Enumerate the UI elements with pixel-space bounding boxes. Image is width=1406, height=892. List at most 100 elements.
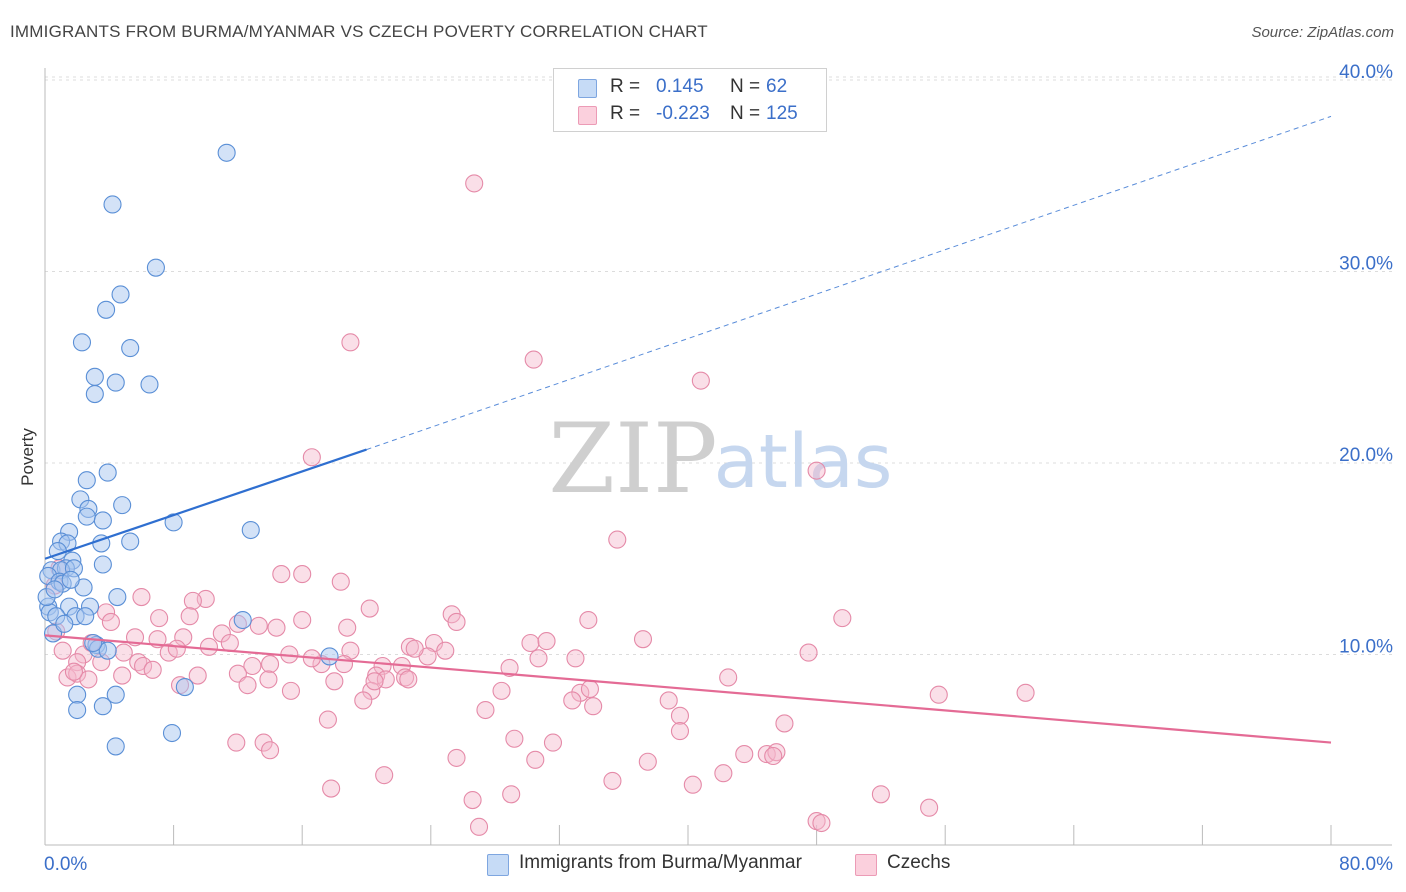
y-tick-label: 30.0% — [1339, 254, 1393, 275]
czechs-point — [322, 779, 341, 798]
burma-trend-extension — [366, 115, 1332, 451]
czechs-point — [101, 612, 120, 631]
czechs-point — [463, 790, 482, 810]
czechs-point — [249, 616, 268, 635]
czechs-point — [167, 639, 186, 658]
czechs-point — [638, 752, 657, 771]
czechs-point — [97, 603, 116, 622]
czechs-point — [302, 448, 321, 467]
czechs-point — [281, 681, 300, 700]
burma-point — [146, 258, 165, 277]
chart-title: IMMIGRANTS FROM BURMA/MYANMAR VS CZECH P… — [10, 22, 708, 41]
czechs-point — [1016, 683, 1035, 702]
czechs-point — [325, 672, 344, 691]
czechs-point — [447, 612, 466, 631]
burma-point — [84, 633, 103, 653]
burma-point — [140, 375, 159, 394]
legend-swatch-czechs — [855, 854, 877, 876]
grid-lines — [45, 76, 1392, 655]
burma-point — [85, 385, 104, 404]
burma-point — [121, 532, 140, 551]
czechs-point — [174, 628, 193, 647]
czechs-point — [354, 691, 373, 710]
czechs-point — [376, 670, 395, 689]
czechs-point — [670, 706, 690, 725]
czechs-point — [399, 670, 418, 689]
legend-stats: R = 0.145 N = 62 R = -0.223 N = 125 — [553, 68, 827, 132]
n-value: 62 — [766, 76, 788, 97]
czechs-point — [579, 610, 598, 630]
czechs-point — [659, 691, 678, 710]
czechs-point — [375, 766, 394, 785]
czechs-point — [113, 666, 132, 685]
czechs-point — [227, 733, 246, 752]
r-label: R = — [610, 103, 641, 124]
burma-point — [111, 285, 130, 304]
watermark: ZIP atlas — [548, 403, 892, 515]
y-axis-label: Poverty — [18, 428, 37, 486]
y-tick-label: 40.0% — [1339, 62, 1393, 83]
burma-point — [45, 580, 64, 599]
czechs-point — [529, 649, 548, 668]
czechs-point — [132, 587, 151, 607]
czechs-point — [920, 798, 939, 817]
czechs-point — [608, 530, 627, 549]
czechs-point — [524, 350, 543, 369]
czechs-point — [683, 775, 702, 794]
czechs-point — [543, 733, 563, 752]
n-value: 125 — [766, 103, 798, 124]
czechs-point — [505, 729, 524, 748]
source-label: Source: ZipAtlas.com — [1251, 24, 1394, 41]
burma-point — [68, 685, 87, 704]
legend-label-czechs: Czechs — [887, 852, 951, 873]
watermark-zip: ZIP — [548, 403, 717, 515]
y-tick-label: 10.0% — [1339, 637, 1393, 658]
legend-swatch-burma — [487, 854, 509, 876]
czechs-point — [465, 174, 484, 193]
czechs-point — [929, 685, 948, 704]
watermark-atlas: atlas — [714, 419, 893, 505]
legend-label-burma: Immigrants from Burma/Myanmar — [519, 852, 802, 873]
r-value: 0.145 — [656, 76, 704, 97]
legend-swatch-burma — [578, 79, 597, 98]
czechs-point — [764, 746, 783, 766]
czechs-point — [447, 748, 466, 767]
czechs-point — [603, 771, 622, 790]
x-tick-label: 0.0% — [44, 854, 87, 875]
czechs-point — [405, 639, 424, 658]
czechs-point — [238, 676, 257, 695]
czechs-point — [267, 618, 286, 637]
burma-point — [113, 496, 132, 515]
czechs-point — [714, 764, 733, 783]
czechs-point — [254, 733, 273, 752]
czechs-point — [183, 591, 202, 610]
czechs-point — [670, 722, 690, 741]
czechs-point — [79, 670, 98, 689]
czechs-point — [259, 670, 278, 689]
czechs-point — [566, 649, 585, 668]
czechs-point — [365, 672, 384, 691]
n-label: N = — [730, 76, 761, 97]
n-label: N = — [730, 103, 761, 124]
czechs-point — [53, 641, 72, 660]
czechs-point — [134, 656, 153, 676]
y-tick-label: 20.0% — [1339, 445, 1393, 466]
czechs-point — [338, 618, 357, 637]
burma-point — [77, 507, 96, 526]
r-value: -0.223 — [656, 103, 710, 124]
czechs-point — [580, 679, 599, 699]
burma-point — [233, 610, 252, 630]
czechs-point — [691, 371, 710, 390]
burma-point — [61, 570, 80, 589]
burma-point — [93, 511, 112, 530]
czechs-point — [373, 656, 392, 676]
czechs-point — [293, 610, 312, 630]
czechs-point — [188, 666, 207, 685]
czechs-point — [807, 461, 826, 480]
czechs-point — [633, 630, 653, 649]
burma-point — [241, 520, 260, 540]
czechs-point — [360, 599, 379, 618]
burma-point — [175, 678, 194, 697]
burma-point — [320, 647, 339, 666]
